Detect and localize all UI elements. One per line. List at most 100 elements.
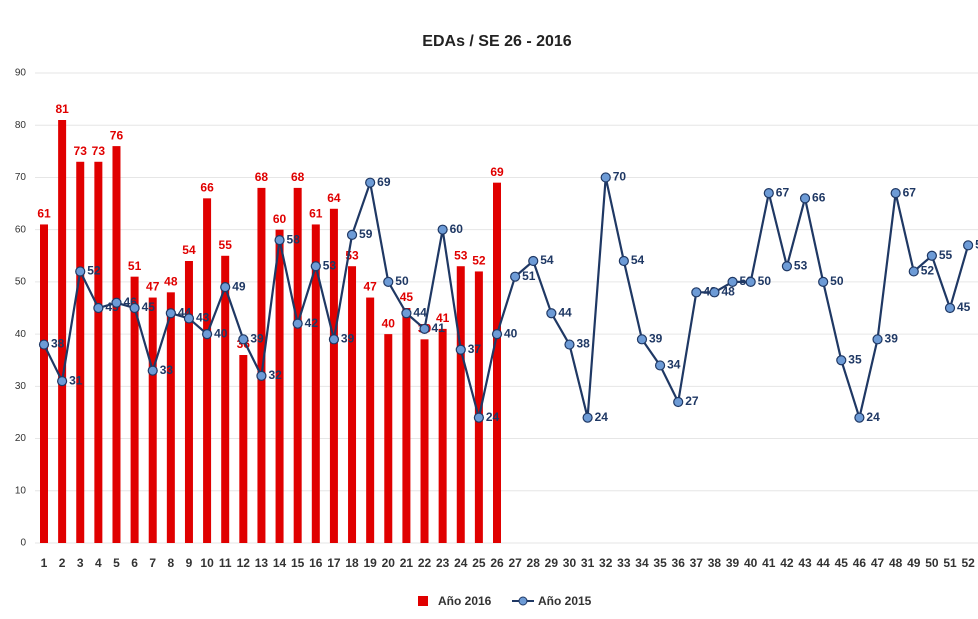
line-marker [600, 172, 611, 183]
bar [58, 120, 67, 543]
line-marker [691, 287, 702, 298]
line-value-label: 39 [649, 332, 663, 346]
line-value-label: 59 [359, 227, 373, 241]
line-marker [57, 376, 68, 387]
line-value-label: 67 [903, 185, 917, 199]
line-value-label: 45 [957, 300, 971, 314]
x-tick-label: 20 [382, 556, 396, 570]
line-value-label: 54 [540, 253, 554, 267]
line-marker [220, 282, 231, 293]
line-marker [709, 287, 720, 298]
line-marker [564, 339, 575, 350]
x-tick-label: 13 [255, 556, 269, 570]
line-marker [582, 412, 593, 423]
x-tick-label: 25 [472, 556, 486, 570]
line-value-label: 38 [576, 337, 590, 351]
x-tick-label: 52 [961, 556, 975, 570]
line-value-label: 42 [305, 316, 319, 330]
line-marker [963, 240, 974, 251]
line-value-label: 70 [613, 170, 627, 184]
x-tick-label: 47 [871, 556, 885, 570]
bar [184, 261, 193, 543]
x-tick-label: 19 [363, 556, 377, 570]
x-tick-label: 16 [309, 556, 323, 570]
bar-value-label: 68 [291, 170, 305, 184]
x-tick-label: 24 [454, 556, 468, 570]
bar [348, 266, 357, 543]
line-marker [292, 318, 303, 329]
bar-value-label: 48 [164, 275, 178, 289]
line-marker [636, 334, 648, 345]
line [43, 177, 970, 422]
line-marker [473, 412, 484, 423]
line-value-label: 44 [413, 305, 427, 319]
y-tick-label: 0 [20, 538, 26, 549]
x-tick-label: 39 [726, 556, 740, 570]
line-value-label: 24 [866, 410, 880, 424]
line-value-label: 24 [595, 410, 609, 424]
line-marker [38, 339, 50, 350]
x-tick-label: 17 [327, 556, 341, 570]
line-value-label: 57 [975, 238, 978, 252]
x-tick-label: 10 [200, 556, 214, 570]
bar-value-label: 69 [490, 165, 504, 179]
line-value-label: 69 [377, 175, 391, 189]
line-value-label: 45 [142, 300, 156, 314]
line-marker [455, 344, 466, 355]
x-tick-label: 8 [167, 556, 174, 570]
bar-value-label: 61 [37, 207, 51, 221]
bar [166, 292, 175, 543]
bar-value-label: 73 [74, 144, 88, 158]
x-tick-label: 11 [219, 556, 232, 570]
line-value-label: 24 [486, 410, 500, 424]
y-tick-label: 90 [15, 68, 27, 79]
bar-value-label: 66 [200, 181, 214, 195]
line-marker [75, 266, 86, 277]
y-tick-label: 60 [15, 224, 27, 235]
x-tick-label: 44 [816, 556, 830, 570]
bar [94, 161, 103, 543]
bar-value-label: 73 [92, 144, 106, 158]
line-marker [310, 261, 321, 272]
bar-value-label: 76 [110, 128, 124, 142]
x-tick-label: 4 [95, 556, 102, 570]
line-value-label: 52 [921, 264, 935, 278]
x-tick-label: 36 [672, 556, 686, 570]
bar [203, 198, 212, 544]
line-value-label: 39 [341, 332, 355, 346]
x-tick-label: 30 [563, 556, 577, 570]
bar [221, 255, 230, 543]
bar-value-label: 47 [146, 280, 160, 294]
line-value-label: 53 [794, 258, 808, 272]
x-tick-label: 43 [798, 556, 812, 570]
bar [329, 208, 338, 543]
line-marker [528, 255, 539, 267]
x-tick-label: 14 [273, 556, 287, 570]
bar [293, 187, 302, 543]
line-marker [129, 302, 140, 314]
line-marker [546, 308, 557, 319]
legend-label: Año 2015 [538, 594, 592, 608]
x-tick-label: 45 [835, 556, 849, 570]
line-value-label: 48 [721, 285, 735, 299]
line-marker [799, 193, 811, 204]
line-value-label: 39 [250, 332, 264, 346]
bar-value-label: 81 [55, 102, 69, 116]
x-tick-label: 28 [527, 556, 541, 570]
line-value-label: 32 [268, 368, 282, 382]
x-tick-label: 6 [131, 556, 138, 570]
bar [275, 229, 284, 543]
legend-label: Año 2016 [438, 594, 492, 608]
x-tick-label: 27 [508, 556, 522, 570]
y-tick-label: 50 [15, 277, 27, 288]
line-value-label: 67 [776, 185, 790, 199]
bar [311, 224, 320, 543]
y-tick-label: 20 [15, 433, 27, 444]
line-marker [727, 276, 738, 287]
x-tick-label: 46 [853, 556, 867, 570]
line-value-label: 43 [196, 311, 210, 325]
x-tick-label: 22 [418, 556, 432, 570]
line-value-label: 50 [830, 274, 844, 288]
x-tick-label: 40 [744, 556, 758, 570]
x-tick-label: 3 [77, 556, 84, 570]
